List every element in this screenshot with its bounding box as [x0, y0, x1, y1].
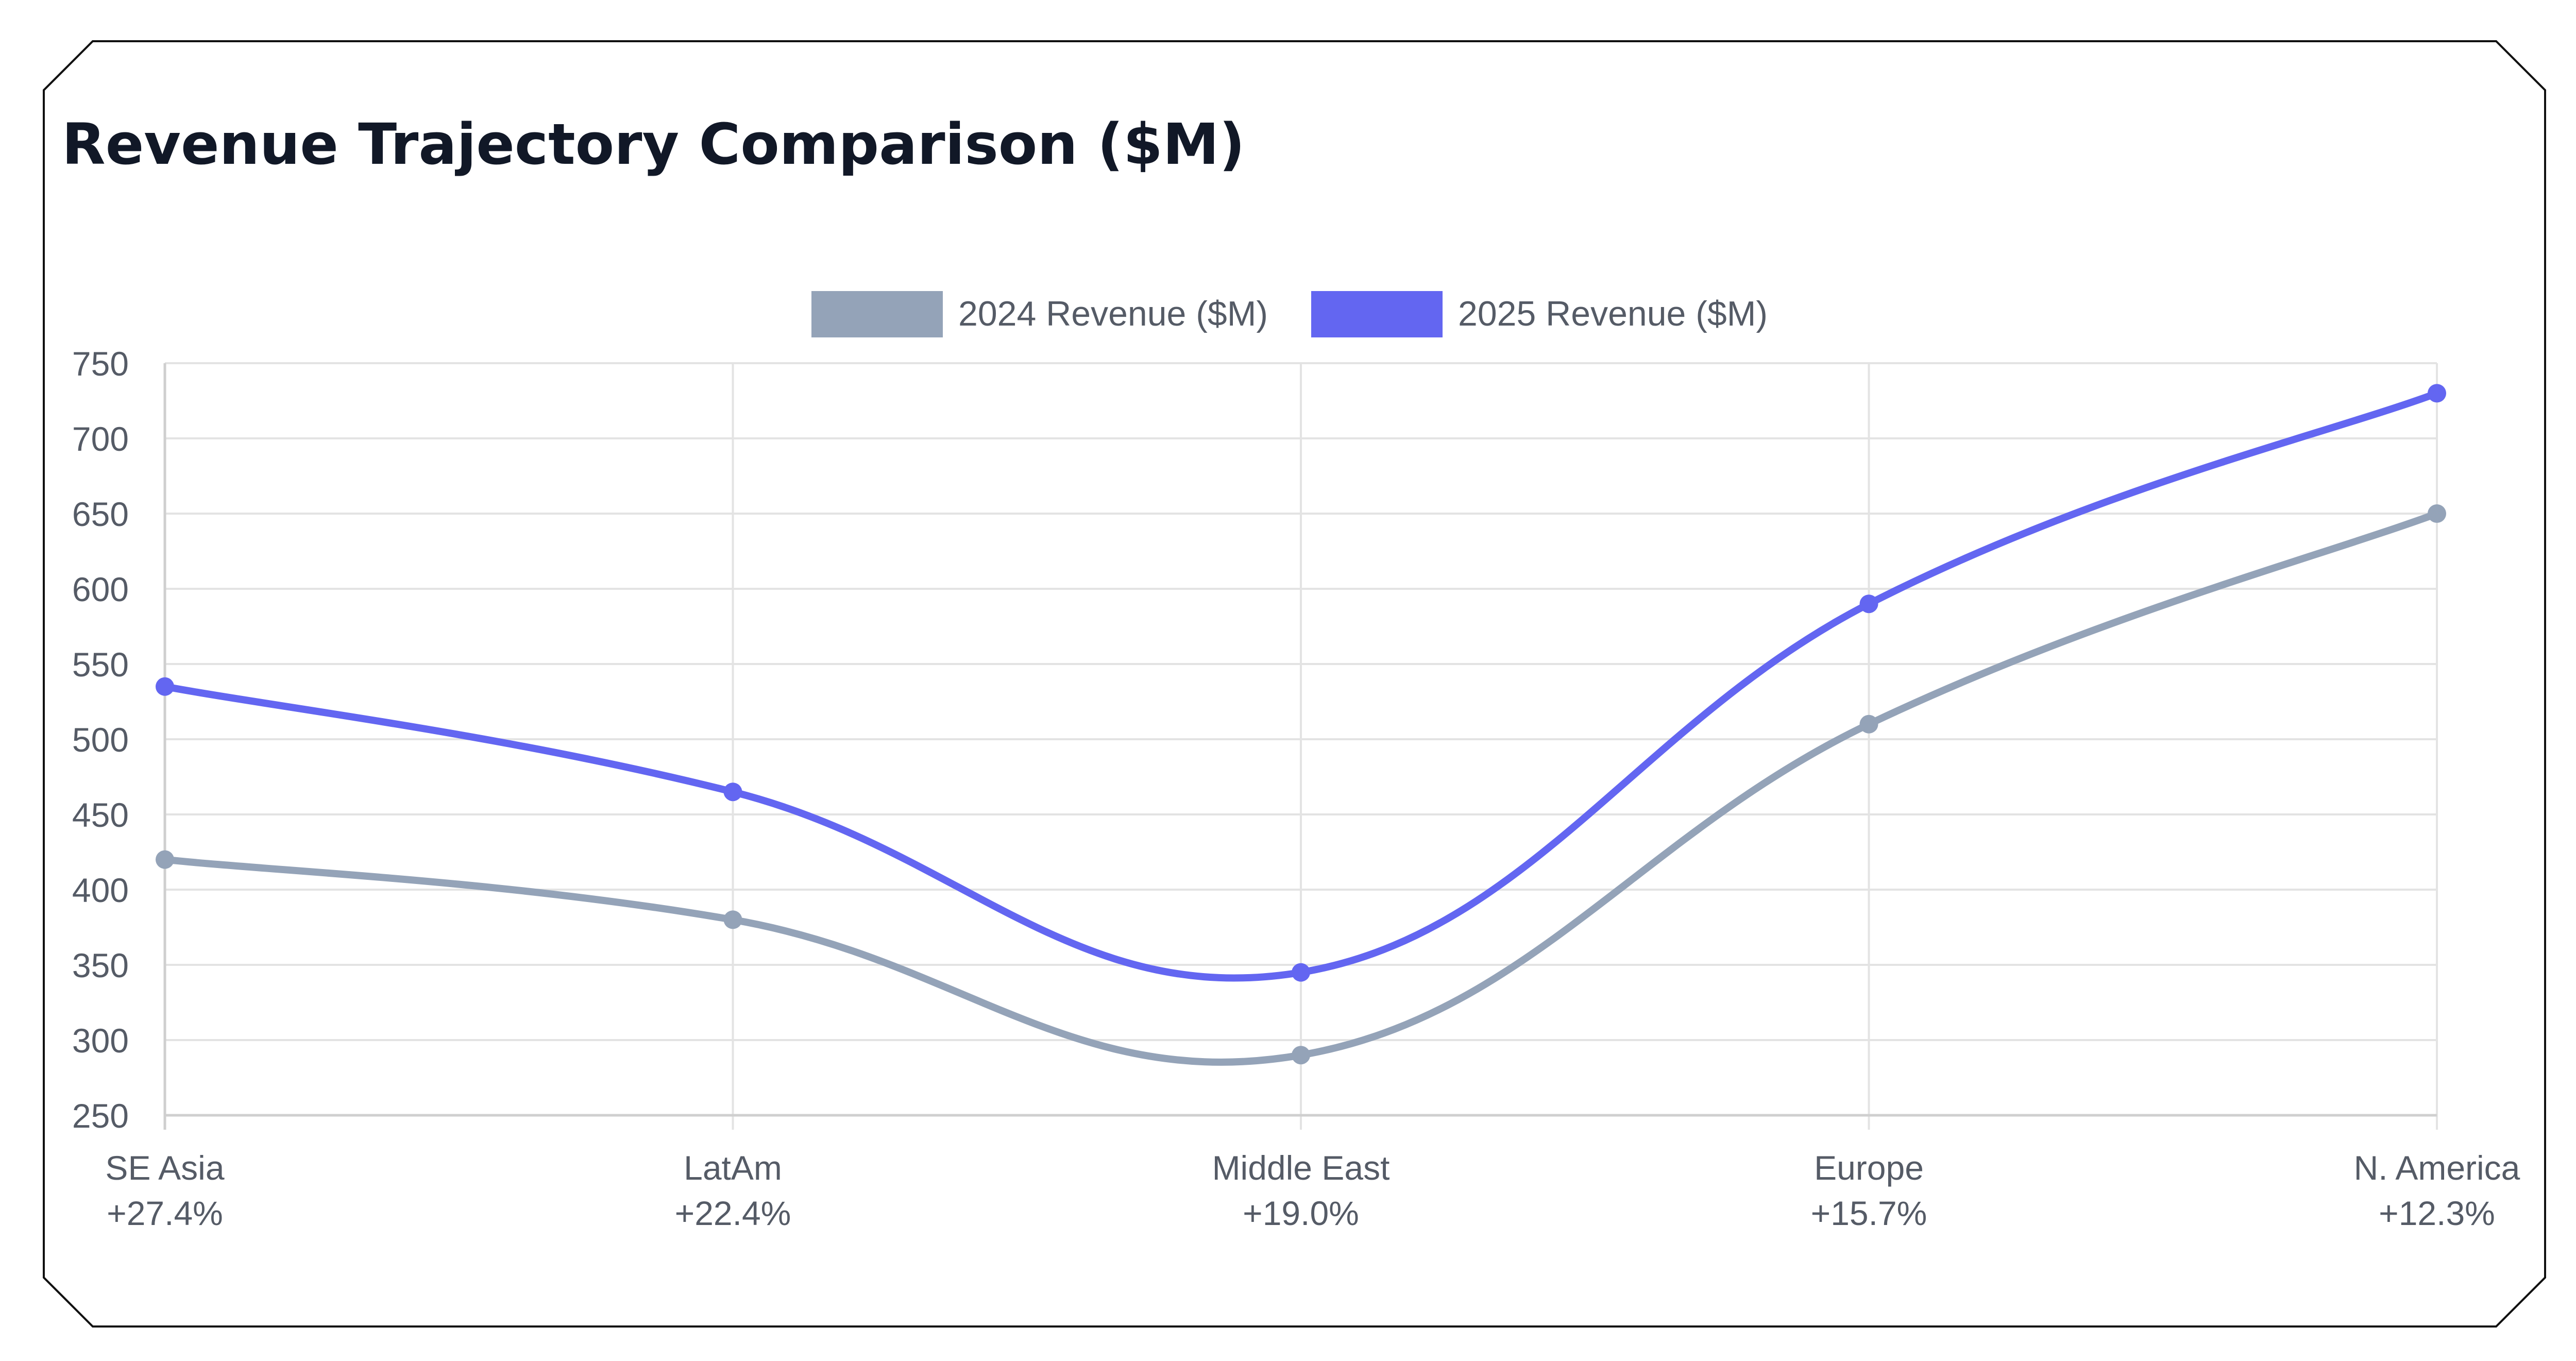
series-layer — [156, 384, 2446, 1066]
x-tick-sublabel: +12.3% — [2379, 1194, 2495, 1232]
legend-item[interactable]: 2025 Revenue ($M) — [1311, 291, 1768, 337]
data-point[interactable] — [156, 677, 174, 696]
legend-swatch — [811, 291, 943, 337]
data-point[interactable] — [723, 910, 742, 929]
legend-label: 2024 Revenue ($M) — [958, 294, 1268, 333]
data-point[interactable] — [723, 782, 742, 802]
x-tick-sublabel: +22.4% — [675, 1194, 791, 1232]
chart-title: Revenue Trajectory Comparison ($M) — [62, 111, 1245, 177]
data-point[interactable] — [2428, 384, 2446, 403]
series-2 — [156, 384, 2446, 982]
data-point[interactable] — [1292, 1046, 1310, 1065]
y-tick-label: 400 — [72, 871, 129, 909]
y-tick-label: 750 — [72, 345, 129, 383]
y-tick-label: 350 — [72, 946, 129, 984]
y-tick-label: 600 — [72, 570, 129, 608]
legend[interactable]: 2024 Revenue ($M) 2025 Revenue ($M) — [811, 291, 1768, 337]
x-tick-sublabel: +27.4% — [107, 1194, 223, 1232]
x-tick-label: SE Asia — [105, 1149, 224, 1187]
legend-label: 2025 Revenue ($M) — [1458, 294, 1768, 333]
series-1 — [156, 504, 2446, 1066]
x-tick-label: N. America — [2354, 1149, 2520, 1187]
y-tick-label: 550 — [72, 645, 129, 684]
y-tick-label: 650 — [72, 495, 129, 533]
x-tick-label: Middle East — [1212, 1149, 1390, 1187]
x-tick-label: LatAm — [684, 1149, 782, 1187]
y-axis: 250 300 350 400 450 500 550 600 650 700 750 — [72, 345, 166, 1135]
data-point[interactable] — [1859, 714, 1878, 734]
data-point[interactable] — [1292, 963, 1310, 982]
y-tick-label: 300 — [72, 1022, 129, 1060]
y-tick-label: 500 — [72, 721, 129, 759]
data-point[interactable] — [156, 850, 174, 869]
x-tick-sublabel: +15.7% — [1811, 1194, 1927, 1232]
y-tick-label: 700 — [72, 420, 129, 458]
x-tick-label: Europe — [1814, 1149, 1924, 1187]
data-point[interactable] — [2428, 504, 2446, 523]
series-line — [161, 389, 2441, 982]
data-point[interactable] — [1859, 594, 1878, 614]
y-tick-label: 250 — [72, 1097, 129, 1135]
legend-swatch — [1311, 291, 1443, 337]
x-axis: SE Asia +27.4% LatAm +22.4% Middle East +19.0… — [105, 1114, 2520, 1232]
legend-item[interactable]: 2024 Revenue ($M) — [811, 291, 1268, 337]
y-tick-label: 450 — [72, 796, 129, 834]
x-tick-sublabel: +19.0% — [1243, 1194, 1359, 1232]
